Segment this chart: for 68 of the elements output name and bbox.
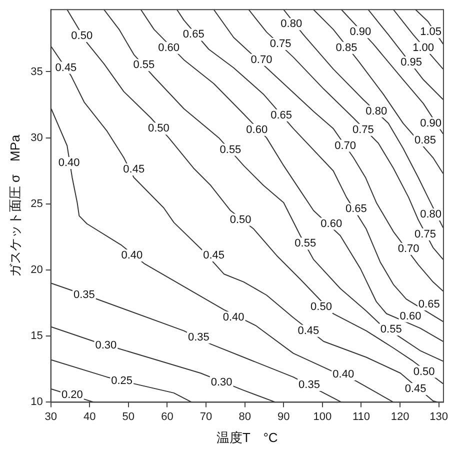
x-tick-label: 40 (84, 410, 96, 423)
annotation: 0.75 (414, 228, 436, 240)
x-tick-label: 30 (44, 410, 57, 423)
annotation: 0.45 (55, 62, 77, 74)
annotation: 0.90 (420, 117, 442, 130)
annotation: 0.50 (413, 366, 435, 378)
annotation: 0.40 (121, 250, 143, 262)
x-tick-label: 70 (200, 410, 212, 423)
annotation: 0.25 (111, 375, 133, 388)
y-tick-label: 35 (30, 66, 43, 78)
annotation: 0.85 (414, 134, 436, 146)
annotation: 0.35 (73, 289, 95, 302)
annotation: 0.60 (246, 124, 268, 136)
annotation: 0.45 (123, 164, 145, 176)
annotation: 0.65 (345, 203, 367, 216)
annotation: 1.00 (412, 42, 434, 54)
x-tick-label: 80 (238, 410, 251, 423)
annotation: 0.80 (366, 105, 388, 118)
x-tick-label: 120 (390, 410, 410, 423)
annotation: 0.70 (250, 54, 272, 66)
annotation: 0.50 (310, 301, 332, 314)
y-tick-label: 15 (30, 330, 43, 342)
annotation: 0.60 (158, 42, 180, 54)
annotation: 0.55 (294, 238, 316, 250)
annotation: 0.55 (133, 59, 155, 72)
annotation: 0.45 (298, 324, 320, 337)
annotation: 0.55 (380, 324, 402, 336)
y-tick-label: 10 (30, 396, 43, 408)
x-tick-label: 100 (313, 410, 332, 423)
annotation: 0.50 (230, 214, 252, 226)
annotation: 0.85 (336, 42, 358, 54)
annotation: 0.70 (398, 242, 420, 255)
annotation: 0.65 (270, 109, 292, 122)
annotation: 0.30 (210, 376, 232, 388)
annotation: 0.35 (298, 379, 320, 392)
annotation: 0.45 (404, 383, 426, 396)
y-axis-title: ガスケット面圧 σ MPa (7, 134, 22, 278)
annotation: 0.65 (418, 298, 440, 310)
annotation: 0.50 (148, 122, 170, 135)
annotation: 0.80 (420, 208, 442, 221)
annotation: 0.65 (182, 28, 204, 41)
x-tick-label: 60 (161, 410, 174, 423)
y-tick-label: 20 (30, 264, 43, 276)
annotation: 0.95 (400, 56, 422, 69)
x-tick-label: 50 (122, 410, 135, 423)
annotation: 0.40 (332, 368, 354, 380)
annotation: 0.80 (280, 18, 302, 30)
annotation: 0.20 (61, 389, 83, 402)
annotation: 0.40 (222, 312, 244, 324)
annotation: 1.05 (420, 26, 442, 38)
annotation: 0.60 (400, 310, 422, 322)
annotation: 0.50 (71, 30, 93, 42)
x-tick-label: 130 (430, 410, 448, 423)
annotation: 0.30 (95, 339, 117, 352)
annotation: 0.55 (220, 144, 242, 156)
annotation: 0.45 (203, 250, 224, 262)
annotation: 0.75 (270, 38, 292, 50)
x-tick-label: 110 (352, 410, 370, 423)
annotation: 0.90 (350, 26, 372, 38)
annotation: 0.35 (188, 331, 210, 344)
y-tick-label: 30 (30, 132, 43, 144)
y-tick-label: 25 (30, 198, 43, 210)
annotation: 0.40 (58, 156, 80, 169)
x-axis-title: 温度T °C (216, 430, 278, 445)
x-tick-label: 90 (278, 410, 290, 423)
annotation: 0.70 (334, 140, 356, 152)
annotation: 0.75 (352, 124, 374, 136)
annotation: 0.60 (320, 218, 342, 230)
